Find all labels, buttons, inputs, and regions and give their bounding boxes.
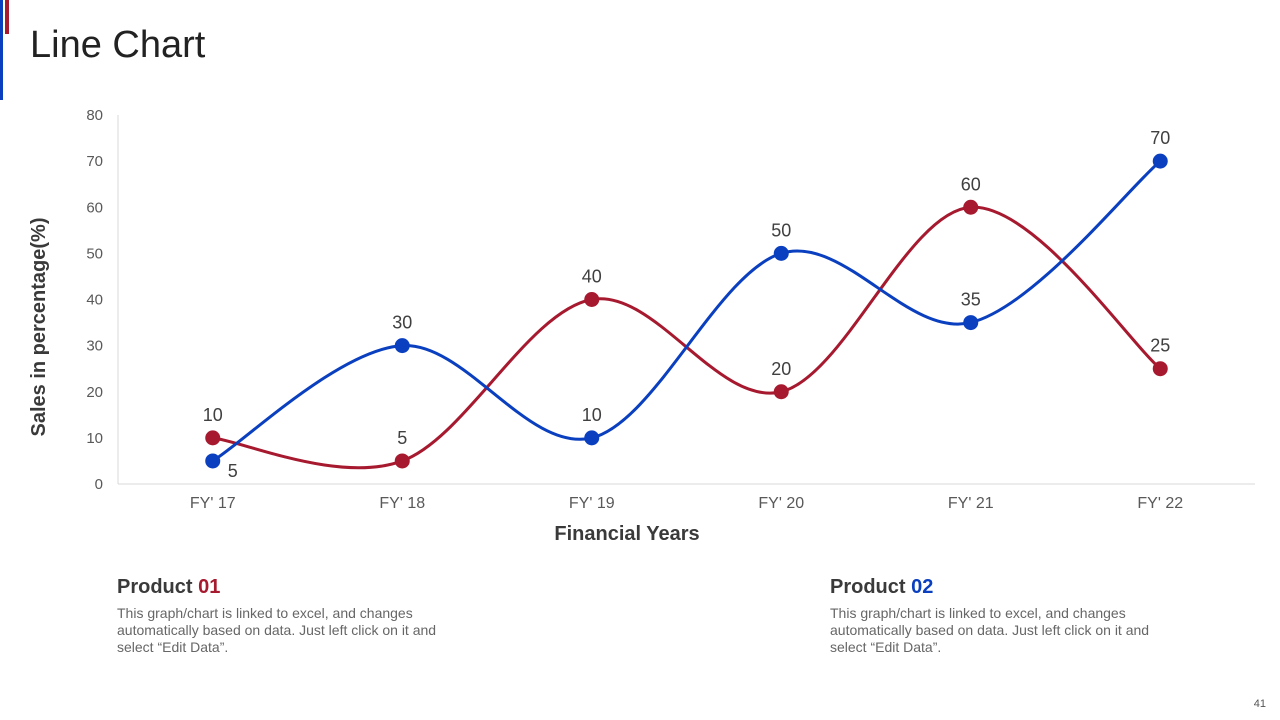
series-1-data-label: 20 — [771, 359, 791, 379]
page-number: 41 — [1253, 698, 1266, 710]
series-2-point — [394, 338, 410, 354]
series-1-data-label: 60 — [961, 174, 981, 194]
product-02-description: This graph/chart is linked to excel, and… — [830, 605, 1150, 655]
title-accent-red-bar — [5, 0, 9, 34]
x-tick-label: FY' 21 — [948, 495, 994, 512]
chart-axes: 0 10 20 30 40 50 60 70 80 FY' 17 FY' 18 FY' 19 FY' 2… — [28, 107, 1255, 545]
series-2-point — [1152, 153, 1168, 169]
chart-data-labels: 10 5 40 20 60 25 5 30 10 50 35 70 — [203, 128, 1171, 481]
series-1-point — [773, 384, 789, 400]
x-tick-label: FY' 19 — [569, 495, 615, 512]
product-02-label: Product — [830, 576, 912, 598]
y-tick-label: 80 — [86, 107, 103, 124]
series-1-point — [394, 453, 410, 469]
title-accent-blue-bar — [0, 0, 3, 100]
product-01-label: Product — [117, 576, 199, 598]
series-2-data-label: 30 — [392, 313, 412, 333]
product-02-block: Product 02 This graph/chart is linked to… — [830, 576, 1160, 656]
series-2-data-label: 35 — [961, 290, 981, 310]
series-1-data-label: 10 — [203, 405, 223, 425]
x-tick-label: FY' 22 — [1137, 495, 1183, 512]
page-title: Line Chart — [30, 24, 206, 66]
product-01-number: 01 — [198, 576, 221, 598]
y-tick-label: 30 — [86, 338, 103, 355]
series-1-line — [212, 205, 1162, 470]
x-tick-label: FY' 20 — [758, 495, 804, 512]
series-1-point — [205, 430, 221, 446]
series-2-point — [584, 430, 600, 446]
product-01-block: Product 01 This graph/chart is linked to… — [117, 576, 447, 656]
y-tick-label: 0 — [95, 476, 103, 493]
series-2-data-label: 5 — [228, 461, 238, 481]
y-tick-label: 10 — [86, 430, 103, 447]
series-1-point — [584, 292, 600, 307]
product-02-number: 02 — [911, 576, 934, 598]
chart-data-points — [205, 153, 1168, 469]
y-axis-title: Sales in percentage(%) — [28, 218, 50, 437]
x-tick-label: FY' 18 — [379, 495, 425, 512]
series-1-data-label: 25 — [1150, 336, 1170, 356]
series-1-point — [1152, 361, 1168, 377]
x-tick-label: FY' 17 — [190, 495, 236, 512]
series-2-data-label: 10 — [582, 405, 602, 425]
y-tick-label: 70 — [86, 153, 103, 170]
x-axis-title: Financial Years — [554, 523, 699, 545]
y-tick-label: 40 — [86, 292, 103, 309]
series-1-data-label: 40 — [582, 267, 602, 287]
chart-series-lines — [211, 159, 1162, 470]
series-2-data-label: 50 — [771, 220, 791, 240]
series-1-point — [963, 199, 979, 215]
y-tick-label: 20 — [86, 384, 103, 401]
series-2-data-label: 70 — [1150, 128, 1170, 148]
product-02-heading: Product 02 — [830, 576, 1160, 599]
series-1-data-label: 5 — [397, 428, 407, 448]
series-2-point — [773, 245, 789, 261]
series-2-point — [205, 453, 221, 469]
series-2-line — [211, 159, 1162, 463]
y-tick-label: 50 — [86, 245, 103, 262]
y-tick-label: 60 — [86, 199, 103, 216]
product-01-heading: Product 01 — [117, 576, 447, 599]
line-chart: 0 10 20 30 40 50 60 70 80 FY' 17 FY' 18 FY' 19 FY' 2… — [28, 107, 1255, 545]
product-01-description: This graph/chart is linked to excel, and… — [117, 605, 437, 655]
series-2-point — [963, 315, 979, 331]
